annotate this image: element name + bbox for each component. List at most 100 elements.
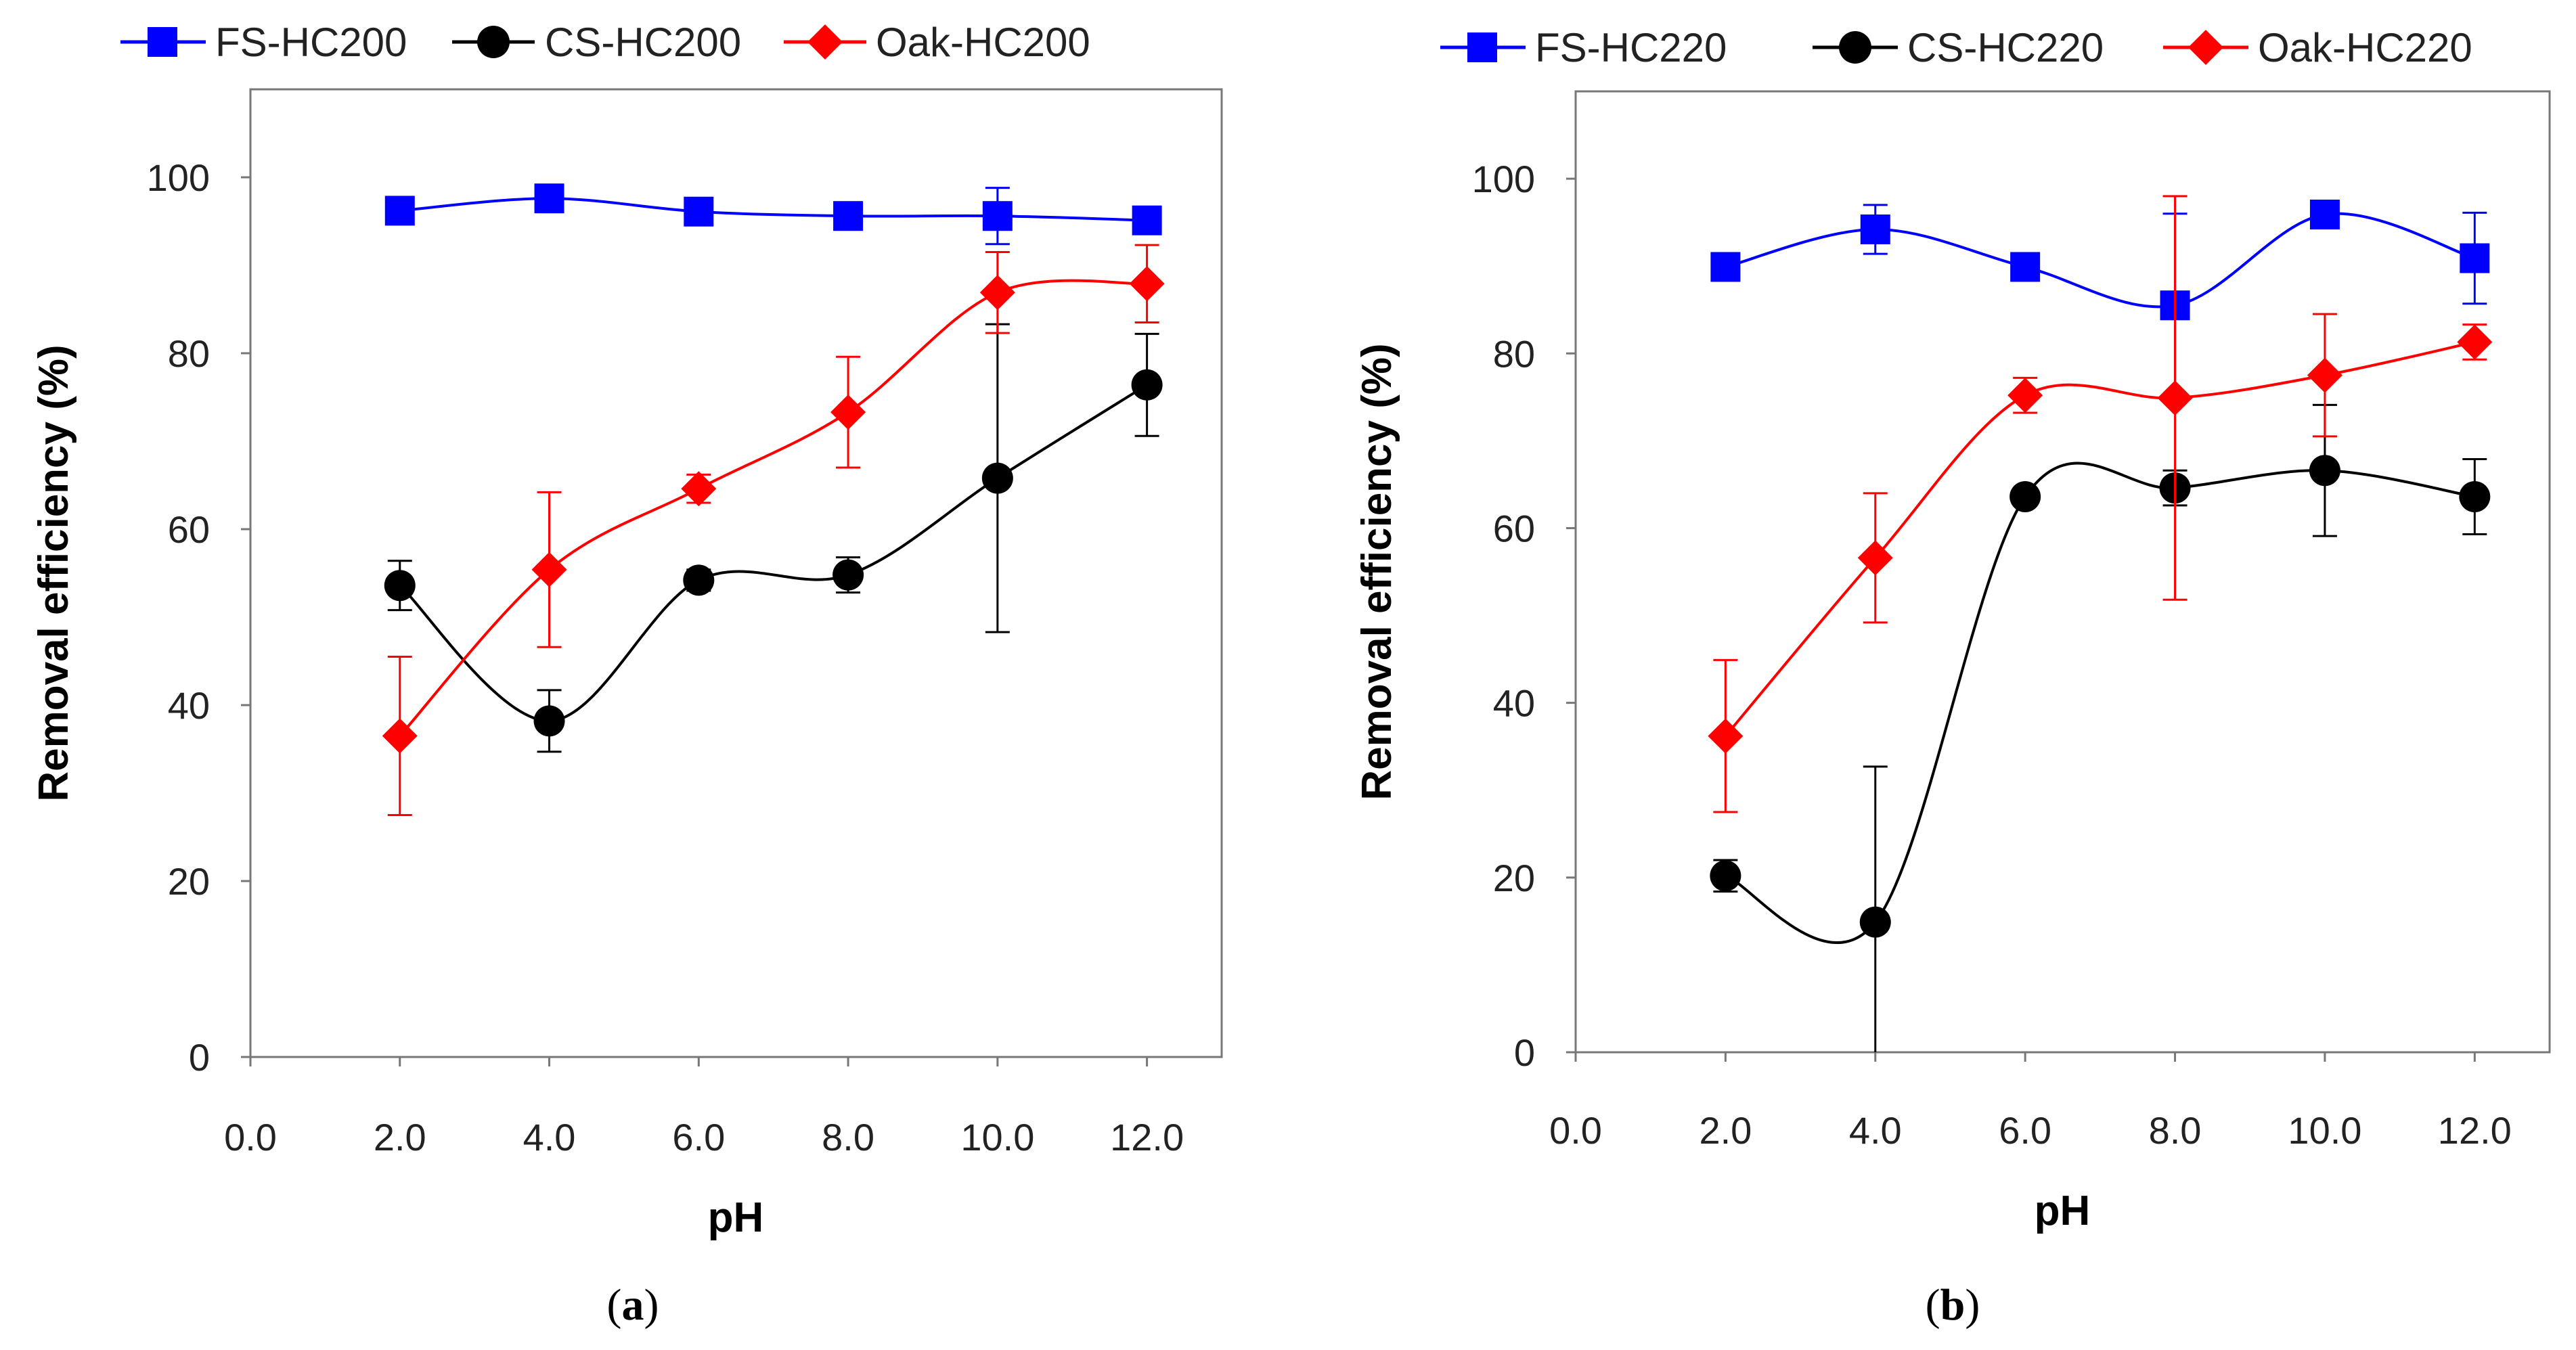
data-point: [2010, 252, 2041, 282]
y-tick-label: 60: [1493, 507, 1535, 549]
x-tick-label: 10.0: [960, 1116, 1034, 1158]
data-point: [2007, 378, 2043, 413]
data-point: [2459, 480, 2491, 512]
data-point: [1859, 906, 1891, 938]
data-point: [2457, 324, 2493, 360]
y-tick-label: 20: [1493, 857, 1535, 899]
legend-entry-3: Oak-HC200: [784, 20, 1090, 65]
legend-entry-2: CS-HC200: [452, 20, 741, 65]
legend-marker-1: [1467, 32, 1497, 62]
y-axis-title: Removal efficiency (%): [30, 344, 77, 801]
x-tick-label: 6.0: [672, 1116, 725, 1158]
x-tick-label: 10.0: [2288, 1109, 2361, 1152]
series-FS-HC220: [1710, 200, 2490, 399]
y-axis-ticks: [241, 176, 250, 1058]
legend-marker-2: [1839, 31, 1871, 64]
series-layer: [1708, 195, 2493, 1052]
x-tick-labels: 0.0 2.0 4.0 6.0 8.0 10.0 12.0: [224, 1116, 1184, 1158]
y-axis-title: Removal efficiency (%): [1354, 343, 1400, 800]
y-tick-label: 40: [1493, 682, 1535, 725]
series-Oak-HC220: [1708, 195, 2493, 813]
legend-entry-1: FS-HC200: [120, 20, 407, 65]
y-tick-label: 80: [168, 332, 210, 375]
data-point: [1708, 718, 1744, 754]
series-line: [1725, 212, 2475, 309]
x-axis-title: pH: [708, 1194, 764, 1241]
data-point: [531, 552, 567, 587]
series-line: [399, 197, 1147, 222]
legend: FS-HC220 CS-HC220 Oak-HC220: [1440, 25, 2472, 70]
data-point: [2309, 200, 2340, 230]
data-point: [384, 196, 415, 226]
x-tick-label: 2.0: [1699, 1109, 1752, 1152]
data-point: [979, 275, 1015, 311]
panel-label: (b): [1926, 1280, 1980, 1330]
x-axis-title: pH: [2035, 1188, 2091, 1234]
y-tick-label: 0: [1514, 1031, 1535, 1074]
data-point: [1860, 214, 1890, 244]
legend-label-3: Oak-HC220: [2258, 25, 2472, 70]
data-point: [384, 570, 416, 602]
legend-entry-2: CS-HC220: [1813, 25, 2104, 70]
data-point: [1710, 860, 1741, 892]
data-point: [2157, 380, 2193, 416]
data-point: [2009, 480, 2041, 512]
series-CS-HC200: [384, 323, 1163, 753]
data-point: [2460, 243, 2490, 273]
legend-marker-2: [477, 26, 510, 58]
y-tick-label: 60: [168, 508, 210, 551]
x-tick-label: 4.0: [523, 1116, 576, 1158]
legend: FS-HC200 CS-HC200 Oak-HC200: [120, 20, 1090, 65]
data-point: [1857, 540, 1893, 576]
legend-label-2: CS-HC200: [545, 20, 741, 65]
data-point: [681, 471, 717, 507]
data-point: [982, 201, 1013, 231]
series-line: [399, 384, 1148, 723]
series-line: [1724, 340, 2475, 737]
x-tick-label: 4.0: [1849, 1109, 1902, 1152]
data-point: [2309, 455, 2340, 487]
legend-label-1: FS-HC200: [215, 20, 407, 65]
series-line: [1725, 462, 2475, 944]
legend-entry-3: Oak-HC220: [2163, 25, 2472, 70]
x-tick-label: 8.0: [2149, 1109, 2202, 1152]
legend-marker-3: [2188, 30, 2223, 65]
data-point: [684, 196, 714, 227]
legend-marker-1: [148, 27, 177, 57]
panel-label-letter: b: [1940, 1280, 1966, 1330]
data-point: [683, 564, 715, 596]
series-Oak-HC200: [382, 244, 1165, 816]
data-point: [1710, 252, 1741, 282]
y-axis-ticks: [1566, 177, 1576, 1054]
data-point: [832, 559, 864, 591]
chart-panel-a: FS-HC200 CS-HC200 Oak-HC200 0 20 40 60 8: [30, 20, 1223, 1330]
plot-area: [249, 88, 1223, 1058]
plot-area: [1574, 90, 2551, 1054]
y-tick-label: 80: [1493, 332, 1535, 375]
legend-marker-3: [807, 24, 843, 60]
y-tick-labels: 0 20 40 60 80 100: [1472, 158, 1535, 1074]
data-point: [1129, 266, 1165, 302]
data-point: [1131, 369, 1163, 401]
y-tick-label: 100: [147, 156, 210, 199]
series-layer: [382, 183, 1165, 816]
data-point: [382, 718, 418, 754]
series-FS-HC200: [384, 183, 1162, 246]
x-tick-label: 2.0: [374, 1116, 426, 1158]
x-tick-label: 0.0: [224, 1116, 277, 1158]
data-point: [981, 462, 1013, 494]
x-tick-label: 12.0: [2438, 1109, 2512, 1152]
x-axis-ticks: [249, 1057, 1149, 1066]
x-tick-label: 6.0: [1999, 1109, 2051, 1152]
x-tick-label: 12.0: [1110, 1116, 1184, 1158]
y-tick-label: 0: [189, 1036, 210, 1079]
x-tick-labels: 0.0 2.0 4.0 6.0 8.0 10.0 12.0: [1549, 1109, 2512, 1152]
legend-label-1: FS-HC220: [1535, 25, 1727, 70]
data-point: [533, 705, 565, 737]
series-line: [399, 279, 1147, 737]
data-point: [833, 201, 864, 231]
data-point: [1132, 205, 1162, 235]
legend-entry-1: FS-HC220: [1440, 25, 1727, 70]
data-point: [2307, 357, 2342, 393]
chart-panel-b: FS-HC220 CS-HC220 Oak-HC220 0 20 40 60 8…: [1354, 25, 2551, 1330]
